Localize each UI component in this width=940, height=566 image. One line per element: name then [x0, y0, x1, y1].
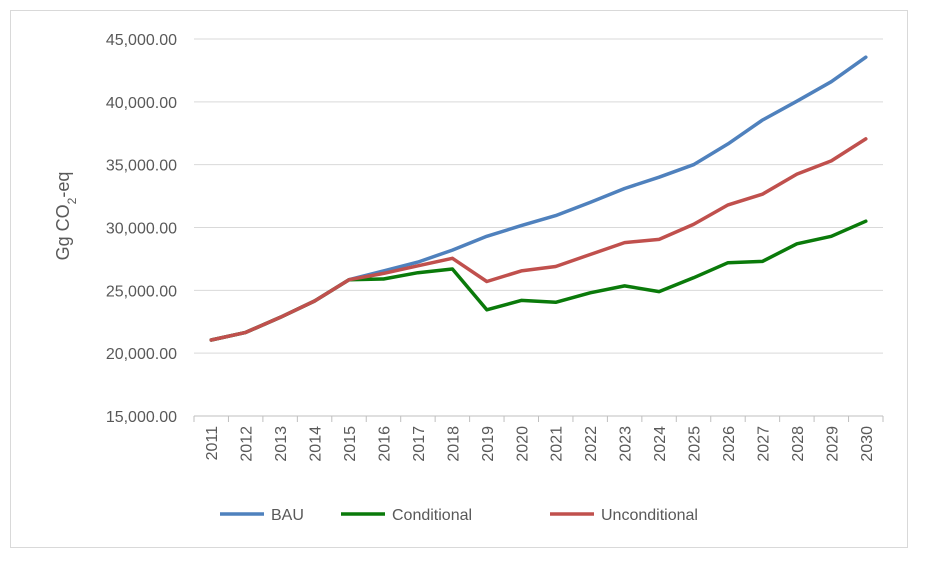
legend-label: Unconditional — [601, 507, 698, 524]
y-axis-ticks: 15,000.00 20,000.00 25,000.00 30,000.00 35,0… — [106, 32, 177, 426]
y-tick-label: 15,000.00 — [106, 409, 177, 426]
x-tick-label: 2028 — [790, 426, 807, 462]
chart-frame: 15,000.00 20,000.00 25,000.00 30,000.00 35,0… — [10, 10, 908, 548]
x-tick-label: 2014 — [308, 426, 325, 462]
x-tick-label: 2016 — [376, 426, 393, 462]
x-tick-label: 2029 — [824, 426, 841, 462]
x-tick-label: 2026 — [721, 426, 738, 462]
x-axis — [193, 415, 884, 422]
legend: BAU Conditional Unconditional — [220, 507, 698, 524]
x-tick-label: 2017 — [411, 426, 428, 462]
y-tick-label: 40,000.00 — [106, 95, 177, 112]
x-tick-label: 2020 — [514, 426, 531, 462]
line-chart: 15,000.00 20,000.00 25,000.00 30,000.00 35,0… — [53, 32, 884, 524]
y-tick-label: 20,000.00 — [106, 346, 177, 363]
y-tick-label: 45,000.00 — [106, 32, 177, 49]
y-axis-label-sub: 2 — [65, 197, 79, 204]
x-tick-label: 2019 — [480, 426, 497, 462]
series-line-unconditional — [209, 137, 868, 342]
x-tick-label: 2022 — [583, 426, 600, 462]
x-tick-label: 2025 — [687, 426, 704, 462]
x-tick-label: 2024 — [652, 426, 669, 462]
series-line-conditional — [209, 219, 868, 342]
series-lines — [209, 55, 868, 342]
y-tick-label: 25,000.00 — [106, 283, 177, 300]
y-axis-label-tail: -eq — [53, 172, 73, 198]
x-tick-label: 2027 — [755, 426, 772, 462]
x-tick-label: 2013 — [273, 426, 290, 462]
x-tick-label: 2018 — [445, 426, 462, 462]
x-tick-label: 2012 — [239, 426, 256, 462]
legend-item-unconditional: Unconditional — [550, 507, 698, 524]
x-tick-label: 2021 — [549, 426, 566, 462]
y-axis-label-main: Gg CO — [53, 204, 73, 260]
legend-label: BAU — [271, 507, 304, 524]
legend-item-conditional: Conditional — [341, 507, 472, 524]
x-tick-label: 2023 — [618, 426, 635, 462]
x-tick-label: 2015 — [342, 426, 359, 462]
y-axis-label: Gg CO2-eq — [53, 172, 79, 261]
gridlines — [194, 38, 883, 354]
x-tick-label: 2011 — [204, 426, 221, 461]
series-line-bau — [209, 55, 868, 342]
y-tick-label: 35,000.00 — [106, 158, 177, 175]
x-tick-label: 2030 — [859, 426, 876, 462]
y-tick-label: 30,000.00 — [106, 221, 177, 238]
x-axis-ticks: 2011 2012 2013 2014 2015 2016 2017 2018 2019 2020… — [204, 426, 876, 462]
legend-label: Conditional — [392, 507, 472, 524]
legend-item-bau: BAU — [220, 507, 304, 524]
